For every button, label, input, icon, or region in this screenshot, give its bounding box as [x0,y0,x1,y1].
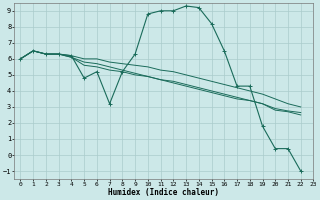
X-axis label: Humidex (Indice chaleur): Humidex (Indice chaleur) [108,188,219,197]
